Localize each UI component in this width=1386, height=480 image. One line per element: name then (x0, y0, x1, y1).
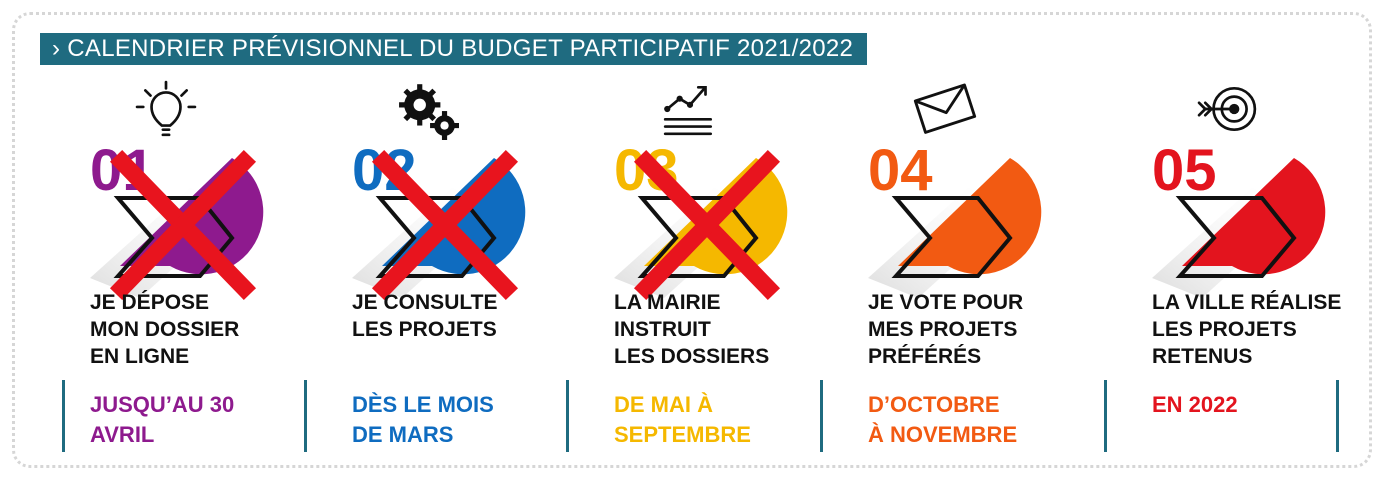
step-date-line: DÈS LE MOIS (352, 392, 494, 417)
step-description: JE DÉPOSE MON DOSSIER EN LIGNE (90, 289, 330, 370)
dotted-frame (12, 12, 1372, 468)
step-description-line: LES PROJETS (352, 318, 497, 341)
page-title-text: › CALENDRIER PRÉVISIONNEL DU BUDGET PART… (52, 35, 854, 62)
step-description-line: LA MAIRIE (614, 291, 721, 314)
step-date: EN 2022 (1152, 390, 1372, 420)
step-date: JUSQU’AU 30 AVRIL (90, 390, 310, 450)
separator (1336, 380, 1339, 452)
target-icon (1197, 86, 1257, 132)
step-date-line: JUSQU’AU 30 (90, 392, 235, 417)
step-description-line: LES PROJETS (1152, 318, 1297, 341)
envelope-icon (913, 83, 977, 134)
step-description: LA MAIRIE INSTRUIT LES DOSSIERS (614, 289, 854, 370)
step-description-line: LES DOSSIERS (614, 345, 770, 368)
step-description: LA VILLE RÉALISE LES PROJETS RETENUS (1152, 289, 1386, 370)
step-date-line: DE MARS (352, 422, 454, 447)
step-date-line: DE MAI À (614, 392, 713, 417)
step-graphic: 04 (868, 138, 1042, 298)
step-graphic: 01 (90, 138, 264, 301)
step-date-line: SEPTEMBRE (614, 422, 751, 447)
step-date: DE MAI À SEPTEMBRE (614, 390, 834, 450)
step-date: DÈS LE MOIS DE MARS (352, 390, 572, 450)
step-description-line: JE VOTE POUR (868, 291, 1024, 314)
step-description: JE CONSULTE LES PROJETS (352, 289, 592, 343)
step-4: 04 JE VOTE POUR MES PROJETS PRÉFÉRÉS D’OCTOB… (838, 78, 1098, 458)
page-title: › CALENDRIER PRÉVISIONNEL DU BUDGET PART… (40, 33, 868, 65)
step-number: 05 (1152, 138, 1217, 203)
step-graphic: 05 (1152, 138, 1326, 298)
step-description-line: MON DOSSIER (90, 318, 240, 341)
step-1: 01JE DÉPOSE MON DOSSIER EN LIGNE JUSQU’AU 3… (60, 78, 320, 458)
separator (62, 380, 65, 452)
step-date-line: EN 2022 (1152, 392, 1238, 417)
step-date-line: D’OCTOBRE (868, 392, 1000, 417)
step-date-line: AVRIL (90, 422, 155, 447)
step-date: D’OCTOBRE À NOVEMBRE (868, 390, 1088, 450)
separator (820, 380, 823, 452)
step-2: 02JE CONSULTE LES PROJETS DÈS LE MOIS DE MA… (322, 78, 582, 458)
step-5: 05 LA VILLE RÉALISE LES PROJETS RETENUS EN 2… (1122, 78, 1382, 458)
step-3: 03LA MAIRIE INSTRUIT LES DOSSIERS DE MAI À S… (584, 78, 844, 458)
step-description-line: EN LIGNE (90, 345, 190, 368)
cross-out-mark (371, 149, 519, 301)
step-description: JE VOTE POUR MES PROJETS PRÉFÉRÉS (868, 289, 1108, 370)
step-description-line: RETENUS (1152, 345, 1253, 368)
step-description-line: LA VILLE RÉALISE (1152, 291, 1342, 314)
step-date-line: À NOVEMBRE (868, 422, 1018, 447)
step-description-line: INSTRUIT (614, 318, 711, 341)
lightbulb-icon (135, 80, 197, 137)
step-description-line: JE DÉPOSE (90, 291, 210, 314)
step-graphic: 02 (352, 138, 526, 301)
step-graphic: 03 (614, 138, 788, 301)
step-description-line: MES PROJETS (868, 318, 1018, 341)
step-number: 04 (868, 138, 933, 203)
separator (304, 380, 307, 452)
separator (566, 380, 569, 452)
cross-out-mark (633, 149, 781, 301)
step-description-line: PRÉFÉRÉS (868, 345, 982, 368)
step-description-line: JE CONSULTE (352, 291, 498, 314)
cross-out-mark (109, 149, 257, 301)
gears-icon (399, 84, 459, 140)
separator (1104, 380, 1107, 452)
growth-chart-icon (663, 85, 713, 136)
